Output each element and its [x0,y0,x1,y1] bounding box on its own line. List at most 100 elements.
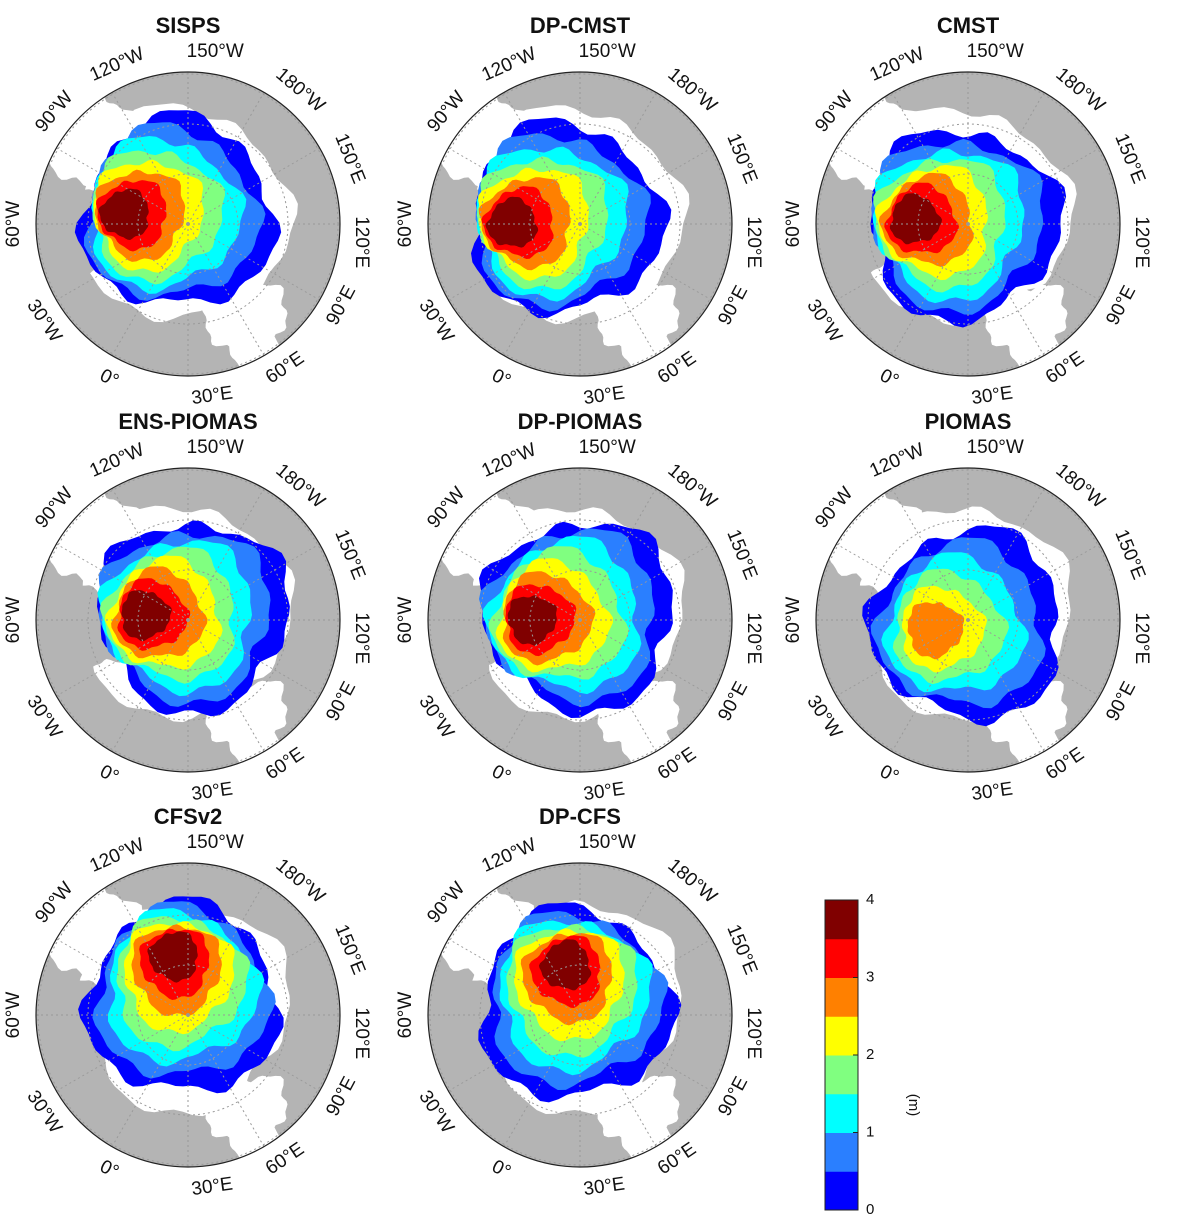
longitude-label: 120°E [743,216,764,268]
colorbar-segment [825,1016,858,1055]
longitude-label: 0° [488,365,514,392]
longitude-label: 120°E [1131,612,1152,664]
colorbar-tick-label: 3 [866,968,874,985]
longitude-label: 90°E [322,282,360,328]
longitude-label: 120°W [87,439,148,481]
longitude-label: 60°E [262,744,308,785]
longitude-label: 120°E [351,612,372,664]
longitude-label: 60°E [262,348,308,389]
map-panel: DP-CMST150°W180°W150°E120°E90°E60°E30°E0… [395,13,764,409]
longitude-label: 120°E [743,612,764,664]
longitude-label: 90°E [322,1073,360,1119]
longitude-label: 120°W [479,834,540,876]
longitude-label: 150°W [967,437,1024,458]
panel-title: SISPS [156,13,221,38]
longitude-label: 60°W [395,201,416,248]
longitude-label: 60°W [395,992,416,1039]
longitude-label: 0° [488,1156,514,1183]
longitude-label: 120°W [479,43,540,85]
longitude-label: 60°E [654,1139,700,1180]
longitude-label: 120°E [351,1007,372,1059]
longitude-label: 0° [96,761,122,788]
longitude-label: 60°E [1042,348,1088,389]
map-body [428,72,732,376]
map-panel: CFSv2150°W180°W150°E120°E90°E60°E30°E0°3… [3,804,372,1200]
longitude-label: 30°E [582,383,626,410]
longitude-label: 30°E [190,779,234,806]
longitude-label: 150°E [1110,131,1149,187]
panel-title: DP-CFS [539,804,621,829]
longitude-label: 0° [876,761,902,788]
longitude-label: 150°W [579,832,636,853]
longitude-label: 0° [96,1156,122,1183]
longitude-label: 150°E [330,131,369,187]
colorbar-tick-label: 4 [866,891,874,908]
panel-title: DP-PIOMAS [518,409,643,434]
longitude-label: 60°W [3,201,24,248]
longitude-label: 90°E [322,678,360,724]
panel-title: PIOMAS [925,409,1012,434]
panel-title: CFSv2 [154,804,222,829]
longitude-label: 60°E [1042,744,1088,785]
figure: SISPS150°W180°W150°E120°E90°E60°E30°E0°3… [0,0,1179,1228]
longitude-label: 150°W [967,41,1024,62]
map-body [816,72,1120,376]
longitude-label: 90°E [714,1073,752,1119]
longitude-label: 120°E [1131,216,1152,268]
longitude-label: 150°E [330,922,369,978]
map-panel: DP-CFS150°W180°W150°E120°E90°E60°E30°E0°… [395,804,764,1200]
colorbar-tick-label: 2 [866,1046,874,1063]
colorbar-label: (m) [905,1094,922,1117]
longitude-label: 90°E [714,678,752,724]
longitude-label: 90°E [1102,678,1140,724]
longitude-label: 150°W [187,832,244,853]
longitude-label: 120°W [867,43,928,85]
colorbar-segment [825,1055,858,1094]
colorbar-segment [825,900,858,939]
longitude-label: 30°E [582,1174,626,1201]
longitude-label: 0° [876,365,902,392]
map-panel: CMST150°W180°W150°E120°E90°E60°E30°E0°30… [783,13,1152,409]
longitude-label: 30°E [190,383,234,410]
longitude-label: 60°W [783,597,804,644]
map-body [816,468,1120,772]
longitude-label: 150°E [722,527,761,583]
longitude-label: 60°E [262,1139,308,1180]
panel-title: DP-CMST [530,13,631,38]
longitude-label: 0° [96,365,122,392]
colorbar-segment [825,978,858,1017]
longitude-label: 60°W [395,597,416,644]
longitude-label: 150°W [579,41,636,62]
longitude-label: 120°W [87,43,148,85]
longitude-label: 120°W [87,834,148,876]
colorbar-segment [825,1094,858,1133]
longitude-label: 150°E [722,131,761,187]
longitude-label: 120°E [351,216,372,268]
longitude-label: 90°E [714,282,752,328]
longitude-label: 60°W [3,992,24,1039]
longitude-label: 0° [488,761,514,788]
longitude-label: 60°W [3,597,24,644]
longitude-label: 150°W [187,437,244,458]
longitude-label: 30°E [970,779,1014,806]
map-body [428,468,732,772]
colorbar-tick-label: 0 [866,1201,874,1218]
map-body [36,72,340,376]
longitude-label: 120°W [479,439,540,481]
longitude-label: 30°E [970,383,1014,410]
longitude-label: 60°E [654,744,700,785]
map-body [428,863,732,1167]
longitude-label: 60°E [654,348,700,389]
longitude-label: 120°E [743,1007,764,1059]
colorbar-segment [825,1133,858,1172]
longitude-label: 150°W [187,41,244,62]
colorbar-segment [825,1171,858,1210]
map-body [36,468,340,772]
map-body [36,863,340,1167]
longitude-label: 150°E [722,922,761,978]
colorbar-segment [825,939,858,978]
map-panel: ENS-PIOMAS150°W180°W150°E120°E90°E60°E30… [3,409,372,805]
longitude-label: 150°E [330,527,369,583]
panel-title: ENS-PIOMAS [118,409,257,434]
colorbar-tick-label: 1 [866,1123,874,1140]
